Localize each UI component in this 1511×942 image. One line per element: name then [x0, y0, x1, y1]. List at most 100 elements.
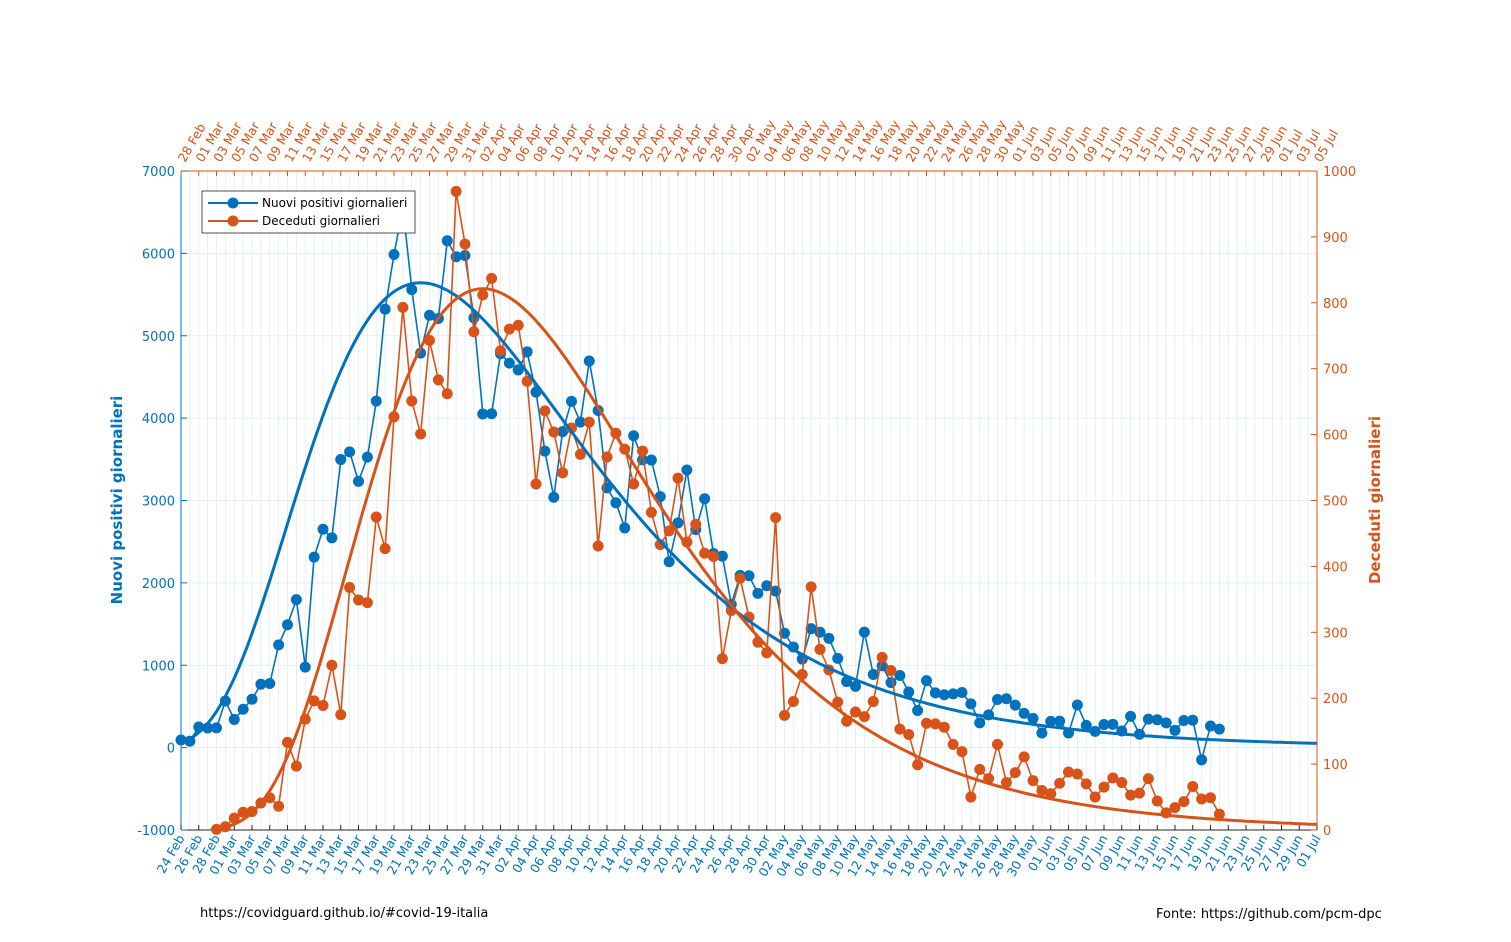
series-deceduti-point: [406, 395, 418, 407]
series-positivi-point: [211, 722, 222, 734]
series-positivi-point: [273, 639, 285, 651]
y-tick-label-left: 0: [167, 742, 175, 757]
series-deceduti-point: [335, 709, 347, 721]
series-deceduti-point: [468, 326, 480, 338]
series-positivi-point: [1054, 715, 1066, 727]
series-positivi-point: [512, 364, 524, 376]
series-positivi-point: [1009, 699, 1021, 711]
series-deceduti-point: [1116, 777, 1128, 789]
series-deceduti-point: [326, 659, 338, 671]
series-deceduti-point: [521, 375, 533, 387]
series-positivi-point: [903, 686, 915, 698]
series-deceduti-point: [805, 581, 817, 593]
series-positivi-point: [459, 250, 471, 262]
series-positivi-point: [255, 678, 267, 690]
series-deceduti-point: [1213, 808, 1225, 820]
series-positivi-point: [974, 717, 986, 729]
series-deceduti-point: [317, 699, 329, 711]
series-positivi-point: [1098, 719, 1110, 731]
series-positivi-point: [1036, 727, 1048, 739]
series-positivi-point: [672, 517, 684, 529]
series-deceduti-point: [415, 428, 427, 440]
series-deceduti-point: [566, 422, 577, 434]
series-deceduti-point: [441, 388, 453, 400]
legend-marker-deceduti: [227, 215, 239, 227]
series-positivi-point: [1196, 754, 1208, 766]
series-positivi-point: [947, 688, 959, 700]
series-positivi-point: [805, 623, 817, 635]
series-positivi-point: [335, 454, 347, 466]
series-deceduti-point: [308, 695, 320, 707]
series-positivi-point: [424, 309, 435, 321]
y-tick-label-right: 200: [1323, 692, 1348, 707]
series-positivi-point: [921, 675, 932, 687]
series-deceduti-point: [1045, 788, 1057, 800]
series-positivi-point: [1107, 718, 1119, 730]
series-deceduti-point: [1063, 766, 1074, 778]
series-positivi-point: [344, 446, 356, 458]
series-deceduti-point: [929, 718, 941, 730]
series-positivi-point: [867, 668, 879, 680]
series-positivi-point: [894, 670, 906, 682]
series-deceduti-point: [601, 451, 613, 463]
series-deceduti-point: [459, 238, 471, 250]
series-deceduti-point: [1089, 791, 1101, 803]
series-deceduti-point: [1125, 789, 1137, 801]
series-deceduti-point: [211, 823, 222, 835]
trend-positivi: [180, 281, 1318, 745]
series-positivi-point: [619, 522, 631, 534]
series-positivi-point: [832, 652, 844, 664]
footer-source-right: Fonte: https://github.com/pcm-dpc: [1156, 907, 1382, 922]
series-deceduti-point: [432, 374, 444, 386]
series-positivi-point: [548, 491, 560, 503]
y-tick-label-left: 7000: [142, 165, 175, 180]
series-deceduti-point: [672, 472, 684, 484]
series-positivi-point: [317, 523, 329, 535]
series-deceduti-point: [876, 651, 888, 663]
series-positivi-point: [282, 619, 293, 631]
series-positivi-point: [503, 357, 515, 369]
series-deceduti-point: [282, 736, 293, 748]
series-deceduti-point: [1205, 792, 1216, 804]
series-deceduti-point: [912, 759, 924, 771]
legend-label-positivi: Nuovi positivi giornalieri: [262, 196, 407, 210]
series-deceduti-point: [885, 665, 897, 677]
series-positivi-point: [308, 551, 320, 563]
series-deceduti-point: [486, 272, 498, 284]
series-positivi-point: [929, 687, 941, 699]
series-positivi-point: [628, 430, 640, 442]
y-tick-label-right: 500: [1323, 495, 1348, 510]
series-positivi-point: [850, 680, 861, 692]
series-deceduti-point: [1178, 796, 1190, 808]
series-deceduti-point: [992, 738, 1003, 750]
series-deceduti-point: [557, 467, 569, 479]
series-deceduti-point: [1080, 778, 1092, 790]
series-deceduti-point: [690, 518, 702, 530]
series-positivi-line: [180, 207, 1220, 761]
series-deceduti-point: [539, 405, 551, 417]
y-tick-label-left: 2000: [142, 577, 175, 592]
series-positivi-point: [406, 284, 418, 296]
series-positivi-point: [486, 408, 498, 420]
series-positivi-point: [264, 678, 276, 690]
series-positivi-point: [583, 355, 595, 367]
series-deceduti-point: [477, 289, 489, 301]
series-positivi-point: [388, 249, 400, 261]
y-tick-label-left: 6000: [142, 247, 175, 262]
series-positivi-point: [228, 713, 240, 725]
series-deceduti-point: [237, 806, 249, 818]
series-positivi-point: [716, 550, 728, 562]
series-positivi-point: [1160, 717, 1172, 729]
series-positivi-point: [539, 445, 551, 457]
series-positivi-point: [885, 677, 897, 689]
plot-area: [175, 185, 1318, 835]
series-deceduti-point: [787, 695, 799, 707]
series-deceduti-point: [1027, 775, 1039, 787]
series-deceduti-point: [628, 478, 640, 490]
y-tick-label-right: 1000: [1323, 165, 1356, 180]
series-deceduti-point: [397, 301, 409, 313]
series-deceduti-point: [370, 511, 382, 523]
series-deceduti-point: [867, 695, 879, 707]
series-deceduti-point: [379, 543, 391, 555]
